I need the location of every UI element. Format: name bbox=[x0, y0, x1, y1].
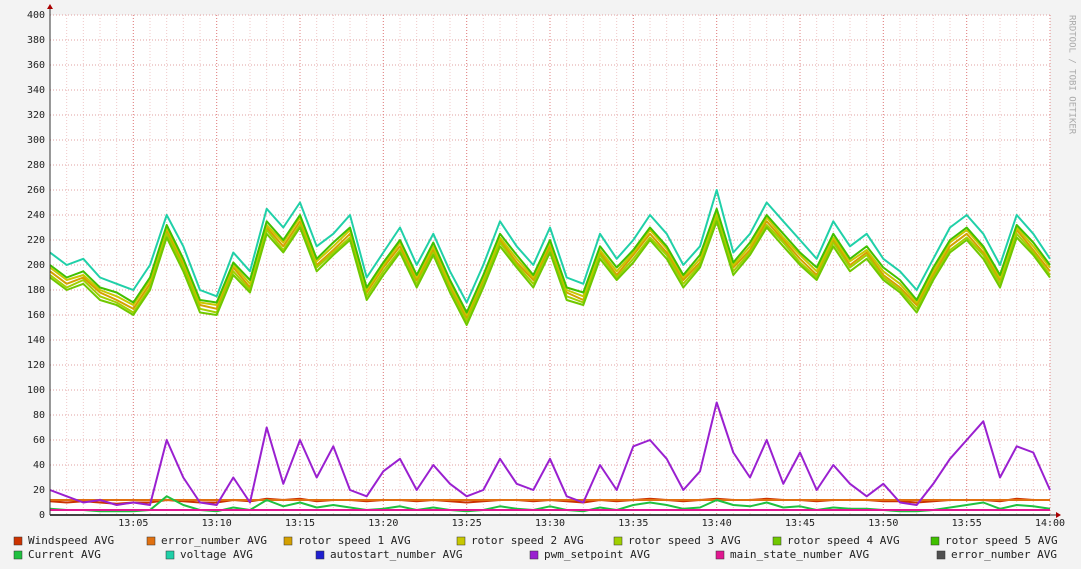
x-tick-label: 13:20 bbox=[368, 518, 398, 529]
x-tick-label: 13:10 bbox=[202, 518, 232, 529]
y-tick-label: 380 bbox=[27, 35, 45, 46]
y-tick-label: 320 bbox=[27, 110, 45, 121]
series-line bbox=[49, 214, 1051, 319]
y-tick-label: 200 bbox=[27, 260, 45, 271]
legend-label: rotor speed 4 AVG bbox=[787, 534, 900, 547]
legend-label: rotor speed 2 AVG bbox=[471, 534, 584, 547]
axis-arrow bbox=[47, 4, 53, 9]
y-tick-label: 360 bbox=[27, 60, 45, 71]
legend-label: pwm_setpoint AVG bbox=[544, 548, 650, 561]
y-tick-label: 60 bbox=[33, 435, 45, 446]
legend-swatch bbox=[715, 550, 725, 560]
legend-swatch bbox=[936, 550, 946, 560]
y-tick-label: 180 bbox=[27, 285, 45, 296]
legend-swatch bbox=[315, 550, 325, 560]
y-tick-label: 20 bbox=[33, 485, 45, 496]
x-tick-label: 13:50 bbox=[868, 518, 898, 529]
legend-swatch bbox=[13, 536, 23, 546]
y-tick-label: 100 bbox=[27, 385, 45, 396]
y-tick-label: 160 bbox=[27, 310, 45, 321]
y-tick-label: 400 bbox=[27, 10, 45, 21]
legend-swatch bbox=[930, 536, 940, 546]
legend-label: voltage AVG bbox=[180, 548, 253, 561]
legend-swatch bbox=[146, 536, 156, 546]
y-tick-label: 120 bbox=[27, 360, 45, 371]
legend-swatch bbox=[283, 536, 293, 546]
y-tick-label: 140 bbox=[27, 335, 45, 346]
x-tick-label: 13:40 bbox=[702, 518, 732, 529]
y-tick-label: 340 bbox=[27, 85, 45, 96]
x-tick-label: 13:55 bbox=[952, 518, 982, 529]
legend-swatch bbox=[456, 536, 466, 546]
legend-label: Windspeed AVG bbox=[28, 534, 114, 547]
legend-label: rotor speed 1 AVG bbox=[298, 534, 411, 547]
series-line bbox=[49, 207, 1051, 314]
y-tick-label: 240 bbox=[27, 210, 45, 221]
y-tick-label: 300 bbox=[27, 135, 45, 146]
legend-swatch bbox=[13, 550, 23, 560]
x-tick-label: 13:35 bbox=[618, 518, 648, 529]
legend-label: rotor speed 5 AVG bbox=[945, 534, 1058, 547]
series-line bbox=[49, 401, 1051, 506]
legend-label: error_number AVG bbox=[951, 548, 1057, 561]
legend-label: rotor speed 3 AVG bbox=[628, 534, 741, 547]
y-tick-label: 0 bbox=[39, 510, 45, 521]
axis-arrow bbox=[1056, 512, 1061, 518]
legend-label: main_state_number AVG bbox=[730, 548, 869, 561]
y-tick-label: 220 bbox=[27, 235, 45, 246]
x-tick-label: 13:25 bbox=[452, 518, 482, 529]
legend-label: Current AVG bbox=[28, 548, 101, 561]
x-tick-label: 13:05 bbox=[118, 518, 148, 529]
y-tick-label: 280 bbox=[27, 160, 45, 171]
y-tick-label: 260 bbox=[27, 185, 45, 196]
x-tick-label: 14:00 bbox=[1035, 518, 1065, 529]
legend-label: error_number AVG bbox=[161, 534, 267, 547]
watermark: RRDTOOL / TOBI OETIKER bbox=[1067, 15, 1077, 135]
series-line bbox=[49, 189, 1051, 304]
legend-label: autostart_number AVG bbox=[330, 548, 462, 561]
x-tick-label: 13:45 bbox=[785, 518, 815, 529]
legend-swatch bbox=[529, 550, 539, 560]
y-tick-label: 80 bbox=[33, 410, 45, 421]
y-tick-label: 40 bbox=[33, 460, 45, 471]
legend-swatch bbox=[772, 536, 782, 546]
x-tick-label: 13:15 bbox=[285, 518, 315, 529]
series-line bbox=[49, 220, 1051, 326]
legend-swatch bbox=[613, 536, 623, 546]
legend-swatch bbox=[165, 550, 175, 560]
x-tick-label: 13:30 bbox=[535, 518, 565, 529]
